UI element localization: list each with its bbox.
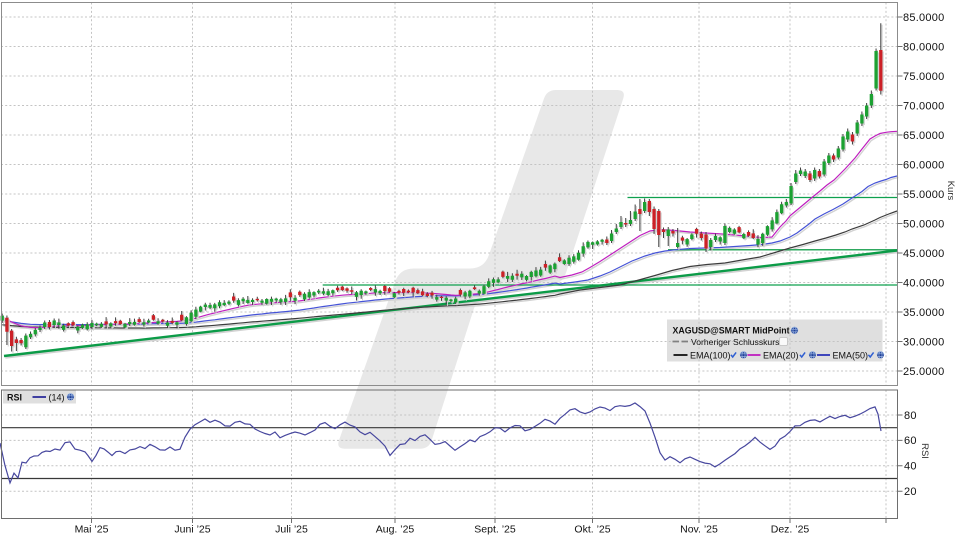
- svg-text:Mai ’25: Mai ’25: [75, 524, 109, 536]
- svg-text:Dez. ’25: Dez. ’25: [771, 524, 810, 536]
- svg-text:40: 40: [904, 461, 917, 473]
- svg-text:Aug. ’25: Aug. ’25: [376, 524, 415, 536]
- svg-text:RSI: RSI: [919, 443, 930, 459]
- svg-text:40.0000: 40.0000: [903, 277, 945, 289]
- svg-text:EMA(20): EMA(20): [763, 350, 799, 360]
- svg-text:45.0000: 45.0000: [903, 248, 945, 260]
- svg-text:75.0000: 75.0000: [903, 71, 945, 83]
- svg-text:Juli ’25: Juli ’25: [275, 524, 308, 536]
- svg-text:Sept. ’25: Sept. ’25: [474, 524, 516, 536]
- svg-text:(14): (14): [49, 393, 65, 403]
- svg-text:35.0000: 35.0000: [903, 307, 945, 319]
- svg-text:25.0000: 25.0000: [903, 366, 945, 378]
- svg-text:EMA(50): EMA(50): [833, 350, 869, 360]
- svg-text:55.0000: 55.0000: [903, 189, 945, 201]
- svg-text:85.0000: 85.0000: [903, 12, 945, 24]
- svg-text:60.0000: 60.0000: [903, 159, 945, 171]
- svg-text:XAGUSD@SMART MidPoint: XAGUSD@SMART MidPoint: [673, 326, 790, 336]
- svg-text:80: 80: [904, 410, 917, 422]
- svg-text:80.0000: 80.0000: [903, 41, 945, 53]
- svg-text:50.0000: 50.0000: [903, 218, 945, 230]
- svg-text:EMA(100): EMA(100): [690, 350, 731, 360]
- svg-text:Vorheriger Schlusskurs: Vorheriger Schlusskurs: [691, 337, 779, 347]
- svg-text:Juni ’25: Juni ’25: [174, 524, 210, 536]
- svg-text:RSI: RSI: [7, 393, 22, 403]
- svg-text:20: 20: [904, 486, 917, 498]
- svg-text:65.0000: 65.0000: [903, 130, 945, 142]
- svg-text:Okt. ’25: Okt. ’25: [574, 524, 610, 536]
- svg-text:70.0000: 70.0000: [903, 100, 945, 112]
- svg-text:30.0000: 30.0000: [903, 336, 945, 348]
- svg-text:60: 60: [904, 435, 917, 447]
- svg-text:Nov. ’25: Nov. ’25: [680, 524, 718, 536]
- svg-text:Kurs: Kurs: [945, 181, 956, 201]
